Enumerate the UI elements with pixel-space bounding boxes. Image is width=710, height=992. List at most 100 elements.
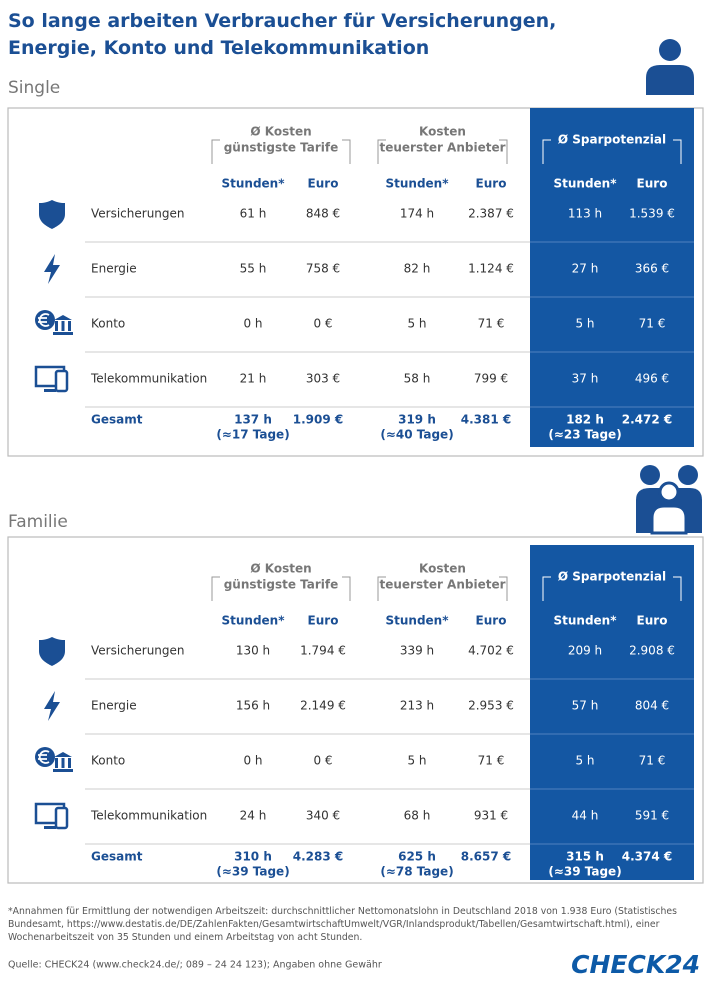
cell: 113 h: [568, 207, 602, 221]
section-label: Familie: [8, 512, 68, 532]
row-icon: [44, 691, 60, 721]
row-icon: [35, 310, 73, 335]
row-label: Versicherungen: [91, 644, 185, 658]
column-header: Euro: [308, 614, 339, 628]
cell: 82 h: [404, 262, 431, 276]
cell: 591 €: [635, 809, 669, 823]
cell: 1.539 €: [629, 207, 675, 221]
group-header: Kosten: [419, 562, 466, 576]
cell: 156 h: [236, 699, 270, 713]
cell: 2.387 €: [468, 207, 514, 221]
cell: 24 h: [240, 809, 267, 823]
family-icon-head: [658, 481, 680, 503]
cell: 44 h: [572, 809, 599, 823]
column-header: Euro: [476, 177, 507, 191]
bank-icon: [53, 752, 73, 772]
total-cell: 4.374 €: [622, 850, 672, 864]
shield-icon: [39, 200, 65, 229]
column-header: Euro: [476, 614, 507, 628]
cell: 799 €: [474, 372, 508, 386]
euro-icon: [38, 750, 50, 764]
row-label: Telekommunikation: [90, 809, 207, 823]
cell: 57 h: [572, 699, 599, 713]
total-days: (≈17 Tage): [216, 428, 289, 442]
title: So lange arbeiten Verbraucher für Versic…: [8, 10, 557, 59]
cell: 496 €: [635, 372, 669, 386]
cell: 21 h: [240, 372, 267, 386]
column-header: Stunden*: [385, 614, 449, 628]
savings-panel: [530, 545, 694, 880]
column-header: Stunden*: [553, 614, 617, 628]
total-days: (≈39 Tage): [216, 865, 289, 879]
savings-panel: [530, 108, 694, 447]
group-header: günstigste Tarife: [224, 578, 339, 592]
source: Quelle: CHECK24 (www.check24.de/; 089 – …: [8, 960, 382, 971]
row-label: Konto: [91, 317, 125, 331]
total-cell: 625 h: [398, 850, 436, 864]
cell: 0 h: [243, 317, 262, 331]
family-icon-head: [678, 465, 698, 485]
family-icon-head: [640, 465, 660, 485]
family-icon-child: [650, 504, 688, 535]
column-header: Euro: [308, 177, 339, 191]
cell: 0 €: [313, 754, 332, 768]
section-label: Single: [8, 78, 60, 98]
total-cell: 182 h: [566, 413, 604, 427]
single-icon-body: [646, 65, 694, 95]
cell: 71 €: [639, 754, 666, 768]
cell: 2.953 €: [468, 699, 514, 713]
row-label: Versicherungen: [91, 207, 185, 221]
cell: 5 h: [407, 754, 426, 768]
total-days: (≈39 Tage): [548, 865, 621, 879]
cell: 0 h: [243, 754, 262, 768]
row-icon: [35, 747, 73, 772]
cell: 71 €: [639, 317, 666, 331]
cell: 55 h: [240, 262, 267, 276]
total-cell: 4.283 €: [293, 850, 343, 864]
cell: 1.794 €: [300, 644, 346, 658]
cell: 804 €: [635, 699, 669, 713]
row-icon: [34, 802, 69, 830]
coin-icon: [35, 747, 55, 767]
cell: 71 €: [478, 754, 505, 768]
cell: 0 €: [313, 317, 332, 331]
cell: 758 €: [306, 262, 340, 276]
header-bracket: [377, 139, 508, 164]
group-header: Ø Kosten: [250, 562, 311, 576]
group-header: günstigste Tarife: [224, 141, 339, 155]
shield-icon: [39, 637, 65, 666]
row-icon: [44, 254, 60, 284]
euro-icon: [38, 313, 50, 327]
single-icon-head: [659, 39, 681, 61]
cell: 5 h: [575, 317, 594, 331]
cell: 4.702 €: [468, 644, 514, 658]
cell: 130 h: [236, 644, 270, 658]
column-header: Stunden*: [553, 177, 617, 191]
column-header: Euro: [637, 614, 668, 628]
cell: 58 h: [404, 372, 431, 386]
cell: 213 h: [400, 699, 434, 713]
row-icon: [39, 637, 65, 666]
total-cell: 8.657 €: [461, 850, 511, 864]
cell: 5 h: [575, 754, 594, 768]
phone-icon: [54, 806, 69, 830]
cell: 209 h: [568, 644, 602, 658]
row-label: Telekommunikation: [90, 372, 207, 386]
column-header: Stunden*: [221, 177, 285, 191]
group-header: Ø Kosten: [250, 125, 311, 139]
row-label: Energie: [91, 699, 137, 713]
total-cell: 1.909 €: [293, 413, 343, 427]
cell: 37 h: [572, 372, 599, 386]
row-icon: [39, 200, 65, 229]
cell: 931 €: [474, 809, 508, 823]
cell: 68 h: [404, 809, 431, 823]
logo: CHECK24: [571, 950, 700, 979]
cell: 174 h: [400, 207, 434, 221]
total-label: Gesamt: [91, 850, 143, 864]
cell: 61 h: [240, 207, 267, 221]
header-bracket: [211, 576, 351, 601]
header-bracket: [542, 576, 682, 601]
footnote: *Annahmen für Ermittlung der notwendigen…: [8, 906, 677, 943]
group-header: Ø Sparpotenzial: [558, 570, 666, 584]
cell: 2.908 €: [629, 644, 675, 658]
